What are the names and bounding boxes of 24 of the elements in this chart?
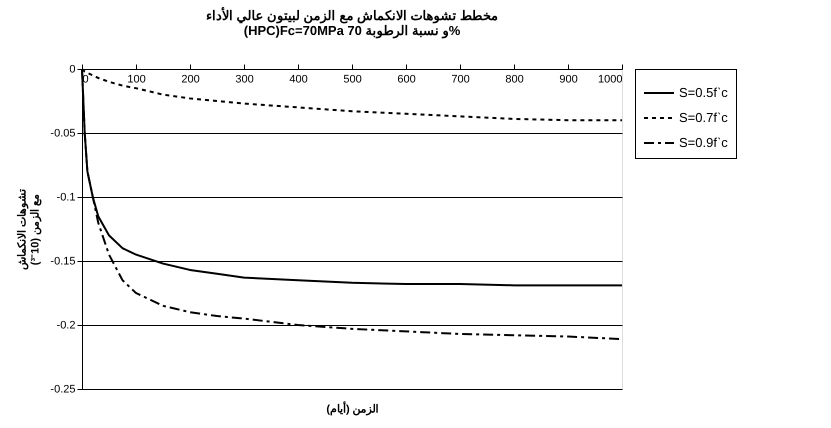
y-tick-label: -0.2 bbox=[56, 320, 76, 332]
legend-label: S=0.5fˋc bbox=[679, 85, 728, 100]
x-tick-label: 400 bbox=[289, 74, 308, 86]
y-tick-label: -0.1 bbox=[56, 192, 76, 204]
x-tick-label: 200 bbox=[181, 74, 200, 86]
x-tick-label: 500 bbox=[343, 74, 362, 86]
y-tick-label: -0.15 bbox=[50, 256, 76, 268]
text: تشوهات الانكماش bbox=[16, 188, 28, 270]
x-axis-title: الزمن (أيام) bbox=[326, 402, 379, 416]
legend-label: S=0.9fˋc bbox=[679, 135, 728, 150]
y-tick-label: -0.25 bbox=[50, 384, 76, 396]
text: (HPC)Fc=70MPa و نسبة الرطوبة 70% bbox=[244, 23, 460, 38]
x-tick-label: 600 bbox=[397, 74, 416, 86]
text: مع الزمن (10⁻³) bbox=[29, 194, 42, 266]
y-tick-label: -0.05 bbox=[50, 128, 76, 140]
x-tick-label: 800 bbox=[505, 74, 524, 86]
x-tick-label: 700 bbox=[451, 74, 470, 86]
x-tick-label: 1000 bbox=[598, 74, 622, 86]
x-tick-label: 300 bbox=[235, 74, 254, 86]
legend-label: S=0.7fˋc bbox=[679, 110, 728, 125]
x-tick-label: 900 bbox=[559, 74, 578, 86]
y-tick-label: 0 bbox=[69, 64, 76, 76]
x-tick-label: 100 bbox=[127, 74, 146, 86]
text: مخطط تشوهات الانكماش مع الزمن لبيتون عالي الأداء bbox=[206, 8, 498, 23]
